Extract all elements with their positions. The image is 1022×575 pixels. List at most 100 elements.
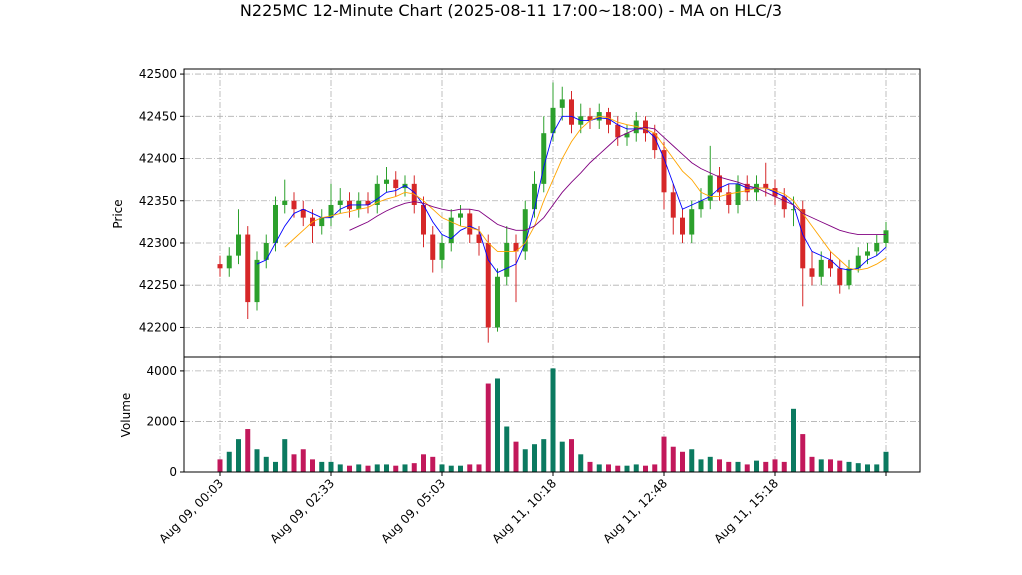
- volume-bar: [254, 449, 260, 472]
- ma-line: [284, 115, 887, 271]
- volume-bar: [402, 464, 408, 472]
- y-tick-label: 42350: [139, 194, 177, 208]
- volume-bar: [865, 464, 870, 472]
- volume-bar: [587, 461, 593, 472]
- volume-bar: [606, 464, 611, 472]
- volume-bar: [707, 456, 713, 472]
- volume-bar: [411, 463, 417, 472]
- candle-body: [458, 213, 463, 218]
- candle-body: [476, 234, 482, 243]
- candle-body: [263, 242, 269, 260]
- x-tick-label: Aug 11, 12:48: [600, 476, 670, 546]
- volume-bar: [818, 459, 824, 472]
- candle-body: [365, 200, 371, 205]
- plot-frame: [183, 356, 921, 473]
- candle-body: [569, 99, 574, 125]
- volume-bar: [300, 449, 306, 472]
- volume-bar: [245, 429, 251, 472]
- volume-bar: [421, 454, 426, 472]
- y-tick-label: 4000: [146, 364, 177, 378]
- volume-bar: [226, 451, 232, 472]
- candle-body: [485, 242, 491, 328]
- volume-bar: [874, 464, 880, 472]
- candle-body: [541, 133, 547, 184]
- candle-body: [226, 255, 232, 269]
- y-tick-label: 42400: [139, 152, 177, 166]
- volume-bar: [791, 408, 796, 472]
- volume-bar: [624, 465, 630, 472]
- candle-body: [689, 209, 695, 235]
- volume-bar: [596, 464, 602, 472]
- volume-bar: [698, 459, 704, 472]
- candle-body: [337, 200, 343, 205]
- volume-bar: [883, 451, 889, 472]
- volume-bar: [809, 456, 815, 472]
- y-axis-label: Volume: [119, 393, 133, 438]
- candle-body: [421, 204, 426, 235]
- volume-bar: [855, 463, 861, 472]
- volume-bar: [217, 459, 223, 472]
- volume-bar: [661, 436, 667, 472]
- volume-bar: [365, 465, 371, 472]
- volume-bar: [754, 460, 759, 472]
- volume-bar: [846, 461, 852, 472]
- candle-body: [837, 268, 843, 286]
- y-tick-label: 42250: [139, 278, 177, 292]
- candle-body: [319, 217, 325, 227]
- volume-bar: [837, 460, 843, 472]
- volume-bar: [356, 464, 362, 472]
- candle-body: [781, 196, 787, 210]
- candle-body: [818, 259, 824, 277]
- candle-body: [374, 183, 380, 205]
- candle-body: [717, 175, 722, 193]
- volume-bar: [735, 461, 741, 472]
- volume-bar: [504, 426, 510, 472]
- volume-bar: [319, 461, 325, 472]
- volume-bar: [347, 465, 352, 472]
- volume-bar: [458, 465, 463, 472]
- candle-body: [661, 150, 667, 193]
- candle-body: [467, 213, 473, 235]
- ma-line: [349, 126, 886, 235]
- candle-body: [513, 242, 519, 252]
- volume-bar: [513, 441, 519, 472]
- volume-bar: [643, 465, 648, 472]
- candle-body: [504, 242, 510, 277]
- candle-body: [726, 192, 732, 205]
- x-tick-label: Aug 09, 00:03: [156, 476, 226, 546]
- volume-bar: [263, 456, 269, 472]
- candle-body: [587, 116, 593, 121]
- y-axis-label: Price: [111, 199, 125, 228]
- candle-body: [282, 200, 288, 205]
- candle-body: [430, 234, 436, 260]
- x-tick-label: Aug 11, 15:18: [711, 476, 781, 546]
- candle-body: [384, 179, 389, 184]
- candle-body: [707, 175, 713, 201]
- volume-bar: [569, 439, 574, 472]
- candle-body: [855, 255, 861, 269]
- y-tick-label: 42300: [139, 236, 177, 250]
- volume-bar: [476, 464, 482, 472]
- volume-bar: [772, 459, 778, 472]
- volume-bar: [615, 465, 621, 472]
- candle-body: [448, 217, 454, 243]
- volume-bar: [541, 439, 547, 472]
- volume-bar: [337, 464, 343, 472]
- volume-bar: [559, 441, 565, 472]
- volume-bar: [467, 464, 473, 472]
- candle-body: [393, 179, 399, 189]
- candle-body: [291, 200, 297, 210]
- volume-bar: [763, 461, 769, 472]
- volume-bar: [439, 464, 445, 472]
- candle-body: [615, 124, 621, 138]
- volume-bar: [578, 454, 584, 472]
- ma-line: [256, 115, 887, 274]
- candle-body: [273, 204, 278, 243]
- volume-bar: [717, 459, 722, 472]
- candle-body: [236, 234, 241, 256]
- candle-body: [652, 133, 658, 151]
- candle-body: [865, 251, 870, 256]
- volume-bar: [550, 368, 556, 472]
- candle-body: [245, 234, 251, 303]
- volume-bar: [485, 383, 491, 472]
